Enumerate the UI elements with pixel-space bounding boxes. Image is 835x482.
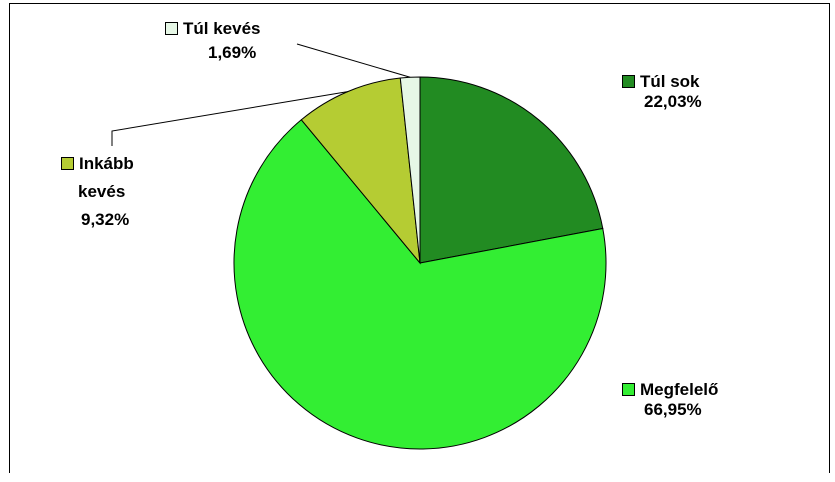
leader-line-inkabb-keves: [111, 91, 348, 146]
label-inkabb-keves-name2: kevés: [78, 182, 126, 201]
label-inkabb-keves: Inkább kevés 9,32%: [61, 150, 134, 234]
leader-line-tul-keves: [296, 43, 411, 78]
pie-slice-túl-kevés: [399, 76, 421, 264]
label-inkabb-keves-name1: Inkább: [79, 154, 134, 173]
pie-slice-megfelelő: [233, 119, 607, 450]
label-tul-keves-pct: 1,69%: [208, 43, 257, 62]
label-megfelelo-pct: 66,95%: [644, 400, 702, 419]
label-tul-sok-pct: 22,03%: [644, 92, 702, 111]
legend-key-inkabb-keves: [61, 157, 74, 170]
legend-key-megfelelo: [622, 383, 635, 396]
pie-slice-inkább-kevés: [300, 77, 421, 265]
pie-slice-túl-sok: [419, 76, 604, 264]
legend-key-tul-keves: [165, 22, 178, 35]
label-tul-sok-name: Túl sok: [640, 72, 700, 91]
label-tul-keves: Túl kevés 1,69%: [165, 17, 261, 65]
label-megfelelo: Megfelelő 66,95%: [622, 380, 718, 420]
legend-key-tul-sok: [622, 75, 635, 88]
label-tul-keves-name: Túl kevés: [183, 19, 261, 38]
label-megfelelo-name: Megfelelő: [640, 380, 719, 399]
label-inkabb-keves-pct: 9,32%: [81, 210, 130, 229]
label-tul-sok: Túl sok 22,03%: [622, 72, 702, 112]
